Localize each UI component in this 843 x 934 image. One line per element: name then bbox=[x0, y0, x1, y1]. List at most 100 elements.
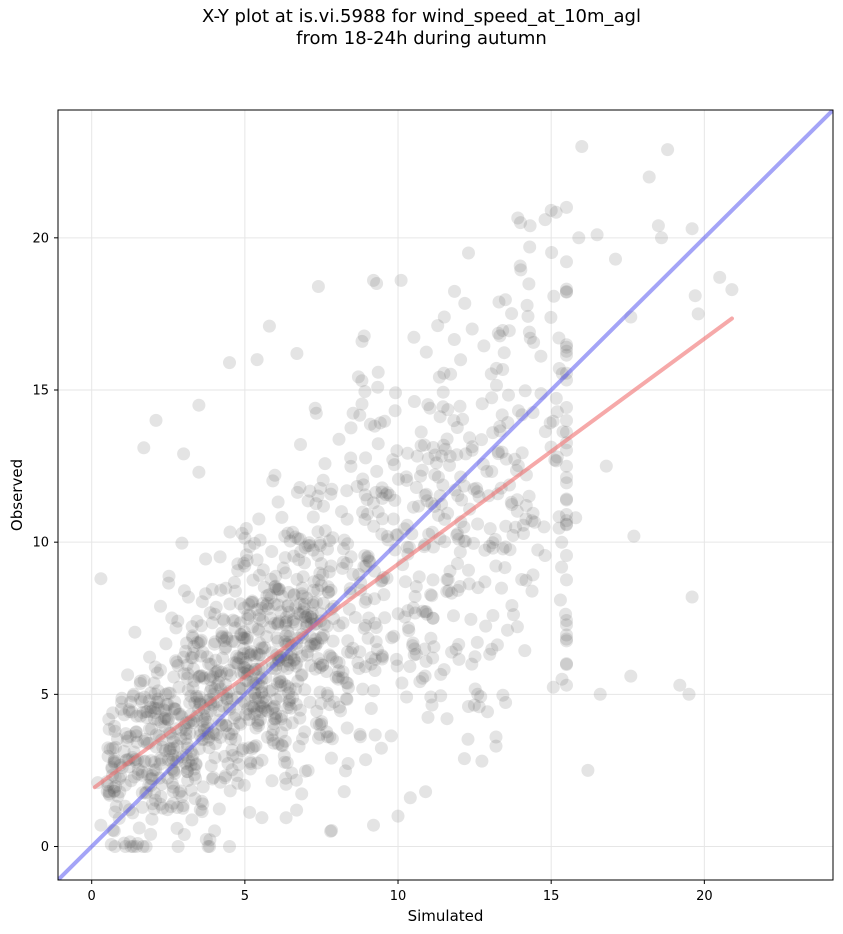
scatter-point bbox=[431, 319, 445, 333]
scatter-point bbox=[450, 421, 464, 434]
scatter-point bbox=[243, 608, 257, 622]
scatter-point bbox=[408, 642, 422, 656]
scatter-point bbox=[214, 665, 228, 679]
scatter-point bbox=[108, 719, 121, 733]
scatter-point bbox=[102, 722, 116, 736]
scatter-point bbox=[443, 449, 457, 463]
scatter-point bbox=[371, 437, 385, 451]
scatter-point bbox=[453, 545, 467, 559]
scatter-point bbox=[283, 658, 297, 672]
scatter-point bbox=[380, 529, 394, 543]
scatter-point bbox=[250, 353, 264, 367]
scatter-point bbox=[256, 614, 270, 628]
scatter-point bbox=[725, 283, 739, 297]
scatter-point bbox=[133, 692, 147, 706]
scatter-point bbox=[465, 440, 479, 454]
scatter-point bbox=[107, 784, 121, 798]
scatter-point bbox=[462, 700, 475, 713]
scatter-point bbox=[451, 583, 465, 597]
scatter-point bbox=[167, 670, 181, 684]
scatter-point bbox=[283, 534, 297, 548]
scatter-point bbox=[447, 414, 461, 428]
scatter-point bbox=[269, 692, 283, 706]
scatter-point bbox=[200, 708, 214, 722]
scatter-point bbox=[256, 642, 269, 656]
scatter-point bbox=[560, 401, 573, 414]
scatter-point bbox=[167, 701, 181, 715]
scatter-point bbox=[145, 769, 159, 782]
scatter-point bbox=[556, 425, 570, 439]
scatter-point bbox=[301, 764, 315, 777]
scatter-point bbox=[181, 774, 195, 787]
scatter-point bbox=[203, 669, 217, 683]
scatter-point bbox=[167, 741, 181, 755]
scatter-point bbox=[266, 474, 280, 488]
scatter-point bbox=[159, 687, 173, 701]
scatter-point bbox=[344, 550, 358, 564]
scatter-point bbox=[186, 647, 200, 660]
scatter-point bbox=[151, 692, 165, 706]
scatter-point bbox=[336, 616, 350, 630]
scatter-point bbox=[308, 637, 322, 651]
scatter-point bbox=[483, 539, 496, 553]
scatter-point bbox=[522, 277, 536, 291]
scatter-point bbox=[369, 635, 383, 649]
scatter-point bbox=[181, 667, 195, 681]
scatter-point bbox=[506, 528, 520, 542]
scatter-point bbox=[673, 678, 687, 692]
scatter-point bbox=[375, 652, 389, 666]
scatter-point bbox=[303, 484, 317, 498]
scatter-point bbox=[252, 512, 266, 526]
scatter-point bbox=[552, 521, 566, 535]
scatter-point bbox=[275, 589, 289, 603]
scatter-point bbox=[155, 753, 169, 767]
scatter-point bbox=[143, 700, 157, 714]
scatter-point bbox=[253, 612, 267, 626]
scatter-point bbox=[192, 465, 206, 479]
scatter-point bbox=[503, 543, 517, 557]
scatter-point bbox=[381, 533, 395, 547]
scatter-point bbox=[552, 331, 566, 345]
scatter-point bbox=[455, 493, 469, 507]
scatter-point bbox=[531, 543, 545, 557]
scatter-point bbox=[205, 772, 219, 786]
scatter-point bbox=[181, 683, 195, 697]
scatter-point bbox=[232, 716, 246, 730]
scatter-point bbox=[314, 657, 327, 671]
scatter-point bbox=[464, 612, 478, 626]
scatter-point bbox=[275, 709, 289, 723]
scatter-point bbox=[158, 719, 172, 733]
scatter-point bbox=[315, 631, 329, 645]
scatter-point bbox=[275, 738, 289, 752]
scatter-point bbox=[451, 557, 464, 571]
scatter-point bbox=[247, 699, 261, 713]
scatter-point bbox=[321, 689, 335, 703]
scatter-point bbox=[117, 836, 131, 850]
scatter-point bbox=[655, 231, 668, 245]
scatter-point bbox=[259, 599, 273, 613]
scatter-point bbox=[153, 757, 167, 771]
scatter-point bbox=[223, 597, 237, 611]
scatter-point bbox=[410, 449, 424, 463]
scatter-point bbox=[400, 540, 414, 554]
scatter-point bbox=[458, 296, 472, 310]
scatter-point bbox=[212, 704, 226, 718]
scatter-point bbox=[282, 585, 296, 599]
scatter-point bbox=[425, 589, 439, 603]
scatter-point bbox=[496, 363, 510, 376]
scatter-point bbox=[213, 669, 227, 683]
scatter-point bbox=[374, 741, 388, 755]
scatter-point bbox=[184, 783, 198, 797]
scatter-point bbox=[210, 665, 224, 679]
scatter-point bbox=[457, 520, 471, 534]
scatter-point bbox=[309, 497, 323, 511]
scatter-point bbox=[336, 671, 350, 685]
scatter-point bbox=[418, 669, 432, 683]
scatter-point bbox=[426, 441, 440, 454]
scatter-point bbox=[168, 695, 182, 709]
scatter-point bbox=[281, 598, 295, 612]
scatter-point bbox=[419, 487, 433, 501]
scatter-point bbox=[248, 707, 261, 721]
scatter-point bbox=[203, 684, 217, 698]
scatter-point bbox=[414, 439, 428, 453]
